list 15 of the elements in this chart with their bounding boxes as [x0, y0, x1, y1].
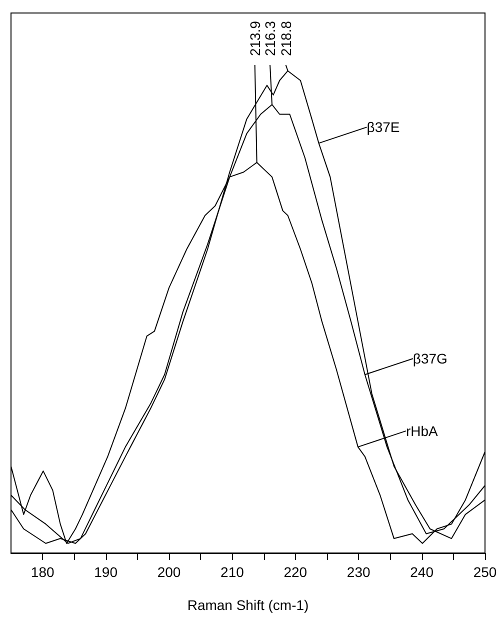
x-tick-label: 230 [346, 564, 370, 580]
legend-label: β37E [366, 119, 400, 136]
x-tick-label: 240 [410, 564, 434, 580]
annotation: 213.9 [246, 20, 263, 56]
annotation: 216.3 [262, 20, 278, 56]
x-tick-label: 220 [284, 564, 308, 580]
annotation: 218.8 [278, 20, 294, 56]
legend-label: β37G [412, 350, 448, 367]
x-tick-label: 200 [157, 564, 181, 580]
x-axis-title: Raman Shift (cm-1) [187, 597, 309, 613]
x-tick-label: 190 [94, 564, 118, 580]
x-tick-label: 180 [30, 564, 54, 580]
x-tick-label: 250 [473, 564, 497, 580]
x-tick-label: 210 [220, 564, 244, 580]
legend-label: rHbA [406, 422, 439, 439]
